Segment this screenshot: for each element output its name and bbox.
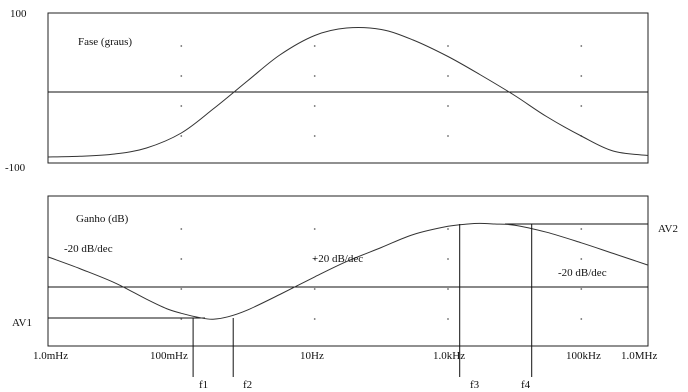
x-tick-1mhz: 1.0mHz: [33, 350, 68, 362]
phase-y-tick-bottom: -100: [5, 162, 26, 174]
x-tick-10hz: 10Hz: [300, 350, 324, 362]
phase-grid-dots: [180, 45, 583, 137]
f4-label: f4: [521, 379, 531, 391]
phase-panel: Fase (graus) 100 -100: [5, 8, 649, 174]
av1-label: AV1: [12, 317, 32, 329]
gain-series-line: [47, 222, 649, 320]
gain-panel: Ganho (dB) -20 dB/dec +20 dB/dec -20 dB/…: [12, 195, 678, 391]
gain-grid-dot: [313, 228, 316, 230]
gain-grid-dot: [580, 258, 583, 260]
f3-label: f3: [470, 379, 480, 391]
x-tick-1khz: 1.0kHz: [433, 350, 465, 362]
phase-grid-dot: [313, 45, 316, 47]
x-tick-1mhz-right: 1.0MHz: [621, 350, 657, 362]
phase-grid-dot: [180, 105, 183, 107]
phase-y-tick-top: 100: [10, 8, 27, 20]
gain-grid-dot: [180, 288, 183, 290]
gain-grid-dot: [580, 228, 583, 230]
phase-grid-dot: [180, 75, 183, 77]
phase-series-line: [47, 27, 649, 158]
gain-grid-dot: [313, 318, 316, 320]
gain-grid-dot: [180, 258, 183, 260]
phase-title: Fase (graus): [78, 36, 132, 48]
f1-label: f1: [199, 379, 208, 391]
gain-grid-dot: [313, 258, 316, 260]
phase-grid-dot: [313, 105, 316, 107]
gain-grid-dot: [580, 288, 583, 290]
x-tick-100khz: 100kHz: [566, 350, 601, 362]
gain-grid-dot: [447, 288, 449, 290]
phase-grid-dot: [447, 105, 449, 107]
f2-label: f2: [243, 379, 252, 391]
phase-grid-dot: [447, 75, 449, 77]
phase-grid-dot: [313, 135, 316, 137]
phase-plot-frame: [47, 12, 649, 164]
phase-grid-dot: [580, 105, 583, 107]
gain-title: Ganho (dB): [76, 213, 129, 225]
gain-grid-dot: [180, 228, 183, 230]
phase-grid-dot: [313, 75, 316, 77]
gain-plot-frame: [47, 195, 649, 347]
gain-grid-dots: [180, 228, 583, 320]
phase-grid-dot: [447, 45, 449, 47]
x-tick-100mhz: 100mHz: [150, 350, 188, 362]
gain-grid-dot: [447, 258, 449, 260]
gain-grid-dot: [313, 288, 316, 290]
gain-grid-dot: [580, 318, 583, 320]
phase-grid-dot: [580, 75, 583, 77]
phase-grid-dot: [180, 45, 183, 47]
slope-left-label: -20 dB/dec: [64, 243, 113, 255]
av2-label: AV2: [658, 223, 678, 235]
gain-grid-dot: [447, 318, 449, 320]
phase-grid-dot: [447, 135, 449, 137]
gain-grid-dot: [447, 228, 449, 230]
gain-grid-dot: [180, 318, 183, 320]
phase-grid-dot: [580, 45, 583, 47]
phase-grid-dot: [180, 135, 183, 137]
slope-mid-label: +20 dB/dec: [312, 253, 363, 265]
slope-right-label: -20 dB/dec: [558, 267, 607, 279]
